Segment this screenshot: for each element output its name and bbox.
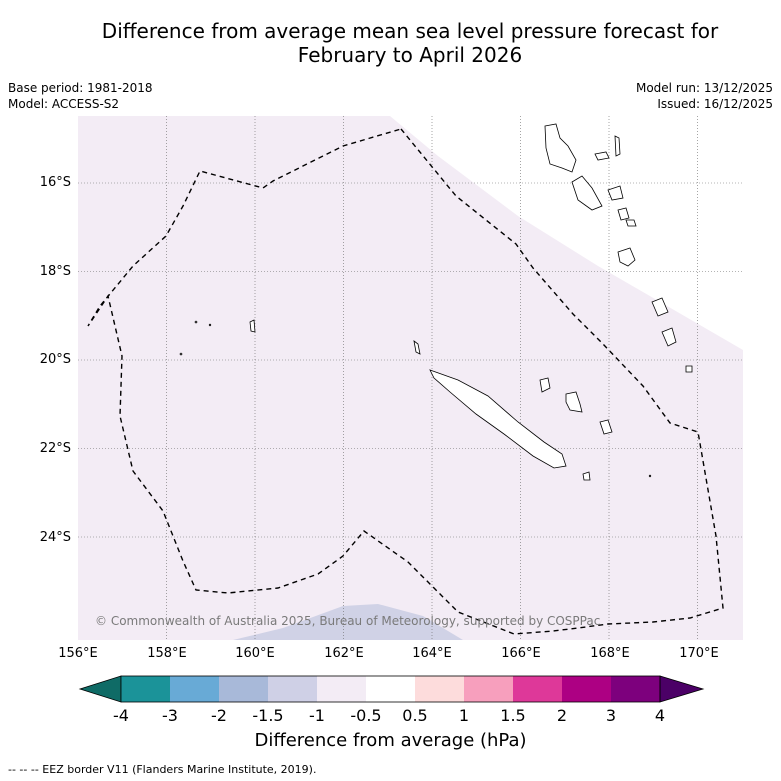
meta-right: Model run: 13/12/2025 Issued: 16/12/2025	[636, 80, 773, 112]
map-panel	[78, 116, 743, 640]
eez-border	[87, 128, 724, 635]
title-line-1: Difference from average mean sea level p…	[101, 19, 719, 43]
base-period: Base period: 1981-2018	[8, 81, 153, 95]
colorbar-bin	[611, 676, 660, 702]
colorbar-tick: -2	[211, 706, 227, 725]
colorbar-tick: 1.5	[500, 706, 526, 725]
lon-label-166e: 166°E	[501, 646, 541, 661]
colorbar-tick: 1	[458, 706, 470, 725]
colorbar-frame	[120, 675, 661, 703]
colorbar-bin	[415, 676, 464, 702]
colorbar-extend-low	[78, 675, 122, 703]
colorbar-bin	[562, 676, 611, 702]
colorbar-bin	[268, 676, 317, 702]
lat-label-20s: 20°S	[39, 352, 71, 367]
colorbar-bin	[464, 676, 513, 702]
colorbar-tick: -1.5	[252, 706, 284, 725]
neutral-region	[390, 116, 743, 350]
colorbar-bin	[170, 676, 219, 702]
graticule	[78, 116, 743, 640]
meta-left: Base period: 1981-2018 Model: ACCESS-S2	[8, 80, 153, 112]
model-run: Model run: 13/12/2025	[635, 81, 773, 95]
islands-vanuatu	[544, 123, 693, 373]
title-line-2: February to April 2026	[297, 43, 523, 67]
colorbar-bin	[219, 676, 268, 702]
colorbar-tick: 3	[605, 706, 617, 725]
lat-label-18s: 18°S	[39, 264, 71, 279]
copyright-notice: © Commonwealth of Australia 2025, Bureau…	[95, 614, 601, 628]
lon-label-158e: 158°E	[147, 646, 187, 661]
lon-label-162e: 162°E	[324, 646, 364, 661]
colorbar-bin	[366, 676, 415, 702]
lat-label-16s: 16°S	[39, 175, 71, 190]
negative-anomaly-region	[233, 604, 463, 640]
colorbar-tick: 0.5	[402, 706, 428, 725]
map-title: Difference from average mean sea level p…	[0, 19, 781, 67]
lon-label-170e: 170°E	[679, 646, 719, 661]
colorbar-bin	[317, 676, 366, 702]
colorbar-tick: -0.5	[350, 706, 382, 725]
lon-label-156e: 156°E	[58, 646, 98, 661]
colorbar	[78, 675, 705, 703]
colorbar-extend-high	[659, 675, 705, 703]
islands-new-caledonia	[179, 319, 652, 481]
colorbar-label: Difference from average (hPa)	[254, 730, 527, 751]
colorbar-bin	[513, 676, 562, 702]
lon-label-168e: 168°E	[590, 646, 630, 661]
colorbar-tick: -3	[162, 706, 178, 725]
colorbar-tick: 4	[654, 706, 666, 725]
issued-date: Issued: 16/12/2025	[657, 97, 773, 111]
eez-footnote: -- -- -- EEZ border V11 (Flanders Marine…	[8, 763, 317, 776]
lon-label-164e: 164°E	[412, 646, 452, 661]
colorbar-tick: -1	[309, 706, 325, 725]
colorbar-tick: -4	[113, 706, 129, 725]
lon-label-160e: 160°E	[235, 646, 275, 661]
model-name: Model: ACCESS-S2	[8, 97, 120, 111]
colorbar-tick: 2	[556, 706, 568, 725]
lat-label-24s: 24°S	[39, 530, 71, 545]
colorbar-bin	[121, 676, 170, 702]
lat-label-22s: 22°S	[39, 441, 71, 456]
